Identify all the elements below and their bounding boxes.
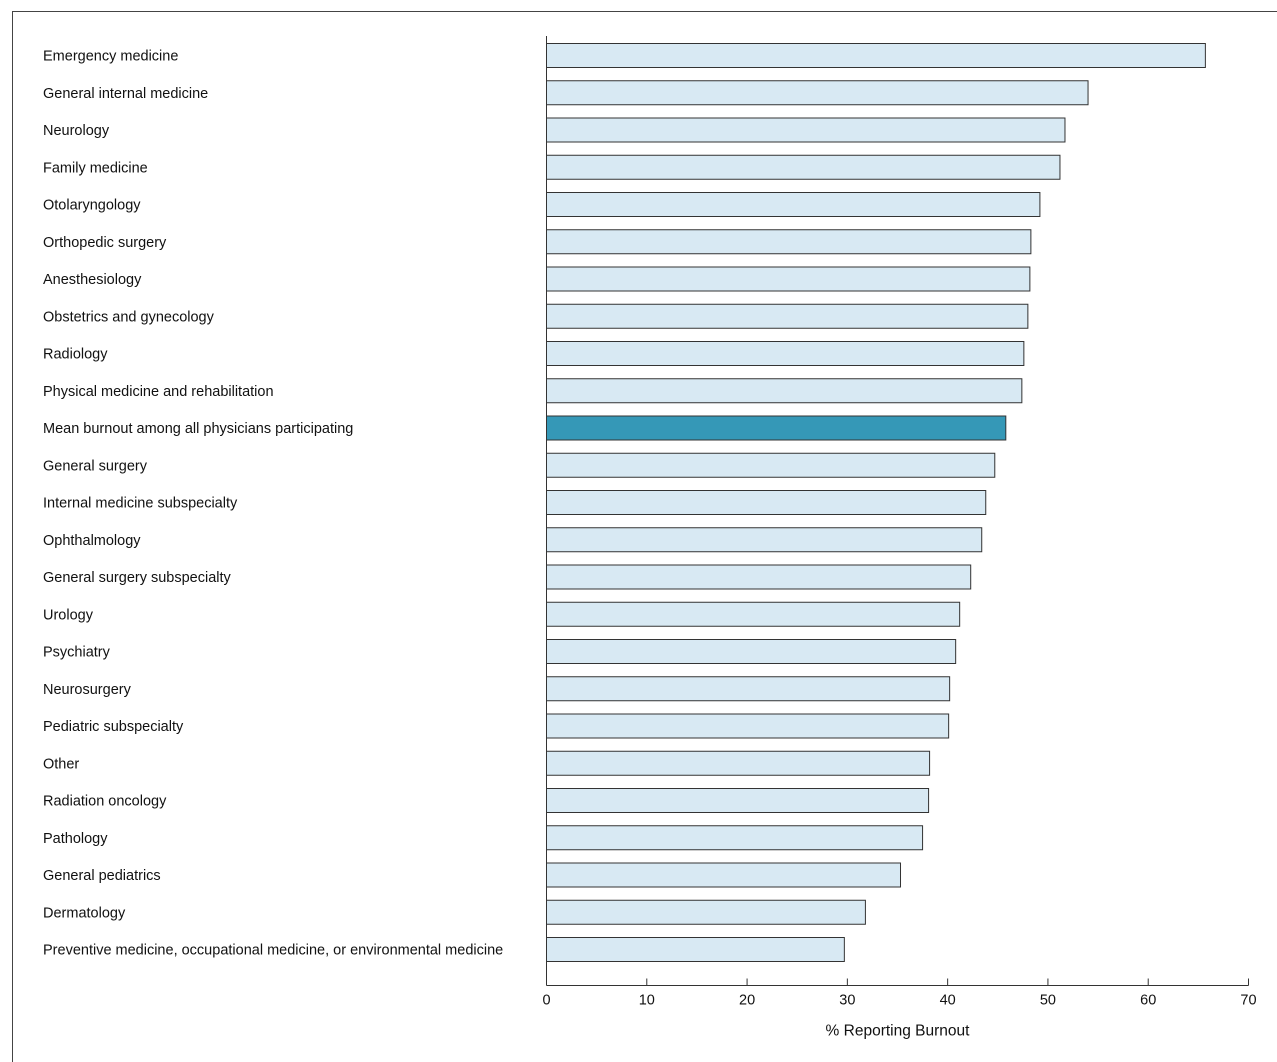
bar-radiology bbox=[546, 341, 1025, 366]
category-label-psychiatry: Psychiatry bbox=[43, 645, 111, 661]
category-label-physical-medicine-and-rehabilitation: Physical medicine and rehabilitation bbox=[43, 384, 274, 400]
bar-general-pediatrics bbox=[546, 862, 902, 888]
bar-preventive-medicine-occupational-medicine-or-environmental-medicine bbox=[546, 937, 845, 962]
category-label-general-surgery: General surgery bbox=[43, 458, 148, 474]
x-axis: 0 10 20 30 40 50 60 70 % Reporting Burnout bbox=[542, 36, 1257, 1040]
category-label-preventive-medicine-occupational-medicine-or-environmental-medicine: Preventive medicine, occupational medici… bbox=[43, 943, 503, 959]
bar-family-medicine bbox=[546, 154, 1061, 180]
category-label-general-internal-medicine: General internal medicine bbox=[43, 86, 208, 102]
category-label-mean-burnout-among-all-physicians-participating: Mean burnout among all physicians partic… bbox=[43, 421, 353, 437]
bar-anesthesiology bbox=[546, 266, 1031, 292]
bar-dermatology bbox=[546, 899, 866, 925]
bar-pediatric-subspecialty bbox=[546, 713, 950, 739]
bar-general-surgery-subspecialty bbox=[546, 564, 972, 590]
bar-general-surgery bbox=[546, 452, 996, 478]
category-label-obstetrics-and-gynecology: Obstetrics and gynecology bbox=[43, 309, 215, 325]
category-label-family-medicine: Family medicine bbox=[43, 160, 148, 176]
bar-ophthalmology bbox=[546, 527, 983, 553]
x-axis-title: % Reporting Burnout bbox=[826, 1023, 971, 1040]
category-label-anesthesiology: Anesthesiology bbox=[43, 272, 142, 288]
x-tick-label-30: 30 bbox=[839, 993, 855, 1009]
x-tick-label-0: 0 bbox=[542, 993, 550, 1009]
bar-obstetrics-and-gynecology bbox=[546, 303, 1029, 329]
bar-other bbox=[546, 750, 931, 776]
category-label-otolaryngology: Otolaryngology bbox=[43, 198, 141, 214]
bar-mean-burnout-among-all-physicians-participating bbox=[546, 415, 1007, 441]
category-labels: Emergency medicine General internal medic… bbox=[43, 49, 503, 959]
x-tick-label-10: 10 bbox=[639, 993, 655, 1009]
category-label-other: Other bbox=[43, 756, 79, 772]
bar-pathology bbox=[546, 825, 924, 851]
bar-neurology bbox=[546, 117, 1066, 143]
category-label-pathology: Pathology bbox=[43, 831, 108, 847]
bar-internal-medicine-subspecialty bbox=[546, 490, 987, 515]
x-tick-label-20: 20 bbox=[739, 993, 755, 1009]
bars-layer bbox=[546, 43, 1206, 962]
bar-emergency-medicine bbox=[546, 43, 1206, 68]
category-label-dermatology: Dermatology bbox=[43, 905, 126, 921]
bar-psychiatry bbox=[546, 639, 957, 664]
bar-radiation-oncology bbox=[546, 788, 930, 813]
x-tick-label-70: 70 bbox=[1240, 993, 1256, 1009]
bar-urology bbox=[546, 601, 961, 627]
category-label-orthopedic-surgery: Orthopedic surgery bbox=[43, 235, 167, 251]
x-tick-label-50: 50 bbox=[1040, 993, 1056, 1009]
category-label-general-surgery-subspecialty: General surgery subspecialty bbox=[43, 570, 232, 586]
bar-orthopedic-surgery bbox=[546, 229, 1032, 255]
category-label-general-pediatrics: General pediatrics bbox=[43, 868, 161, 884]
category-label-internal-medicine-subspecialty: Internal medicine subspecialty bbox=[43, 496, 238, 512]
category-label-radiation-oncology: Radiation oncology bbox=[43, 794, 167, 810]
category-label-pediatric-subspecialty: Pediatric subspecialty bbox=[43, 719, 184, 735]
bar-neurosurgery bbox=[546, 676, 951, 702]
category-label-neurosurgery: Neurosurgery bbox=[43, 682, 132, 698]
x-axis-ticks: 0 10 20 30 40 50 60 70 bbox=[542, 978, 1257, 1009]
x-tick-label-40: 40 bbox=[940, 993, 956, 1009]
bar-general-internal-medicine bbox=[546, 80, 1089, 106]
chart-frame bbox=[12, 11, 1277, 1062]
category-label-urology: Urology bbox=[43, 607, 94, 623]
category-label-radiology: Radiology bbox=[43, 347, 108, 363]
x-tick-label-60: 60 bbox=[1140, 993, 1156, 1009]
category-label-emergency-medicine: Emergency medicine bbox=[43, 49, 178, 65]
category-label-neurology: Neurology bbox=[43, 123, 110, 139]
category-label-ophthalmology: Ophthalmology bbox=[43, 533, 141, 549]
bar-otolaryngology bbox=[546, 192, 1041, 217]
bar-physical-medicine-and-rehabilitation bbox=[546, 378, 1023, 404]
